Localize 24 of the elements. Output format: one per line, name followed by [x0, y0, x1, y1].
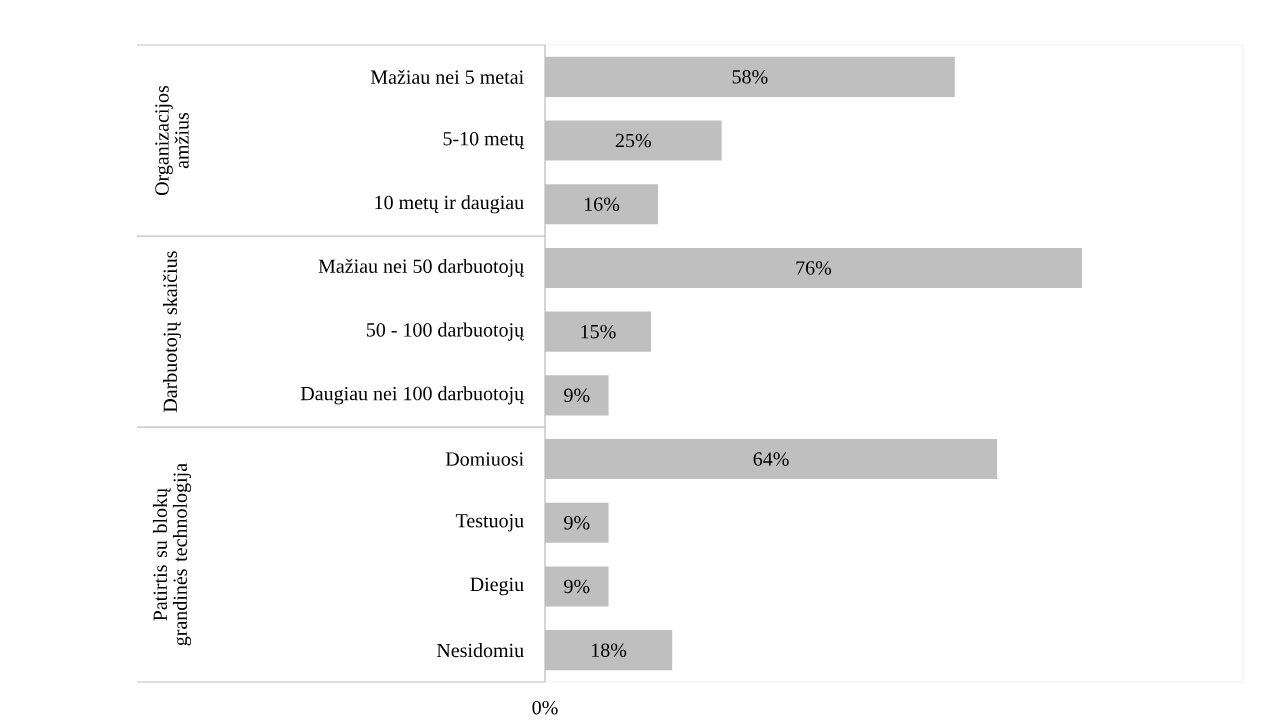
- data-label: 76%: [796, 261, 832, 275]
- y-tick-label: Nesidomiu: [436, 643, 524, 658]
- text: Organizacijos amžius: [155, 85, 189, 196]
- data-label: 15%: [581, 324, 616, 339]
- data-label: 16%: [584, 197, 620, 212]
- text: Darbuotojų skaičius: [162, 251, 182, 413]
- y-tick-label: Testuoju: [455, 514, 524, 532]
- y-tick-label: 5-10 metų: [443, 131, 525, 150]
- y-tick-label: Mažiau nei 50 darbuotojų: [318, 258, 525, 278]
- text: 0%: [532, 700, 558, 715]
- y-tick-label: Mažiau nei 5 metai: [370, 69, 524, 84]
- y-tick-label: Domiuosi: [445, 452, 524, 466]
- data-label: 9%: [564, 579, 590, 594]
- data-label: 9%: [564, 515, 590, 530]
- data-label: 18%: [592, 643, 627, 657]
- y-tick-label: Daugiau nei 100 darbuotojų: [300, 386, 525, 405]
- data-label: 64%: [753, 452, 789, 466]
- y-tick-label: 10 metų ir daugiau: [375, 195, 524, 214]
- y-tick-label: Diegiu: [470, 577, 524, 596]
- data-label: 58%: [732, 70, 768, 84]
- text: Patirtis su blokų grandinės technologija: [152, 463, 192, 646]
- data-label: 9%: [564, 388, 590, 403]
- y-tick-label: 50 - 100 darbuotojų: [366, 322, 525, 341]
- data-label: 25%: [615, 133, 651, 148]
